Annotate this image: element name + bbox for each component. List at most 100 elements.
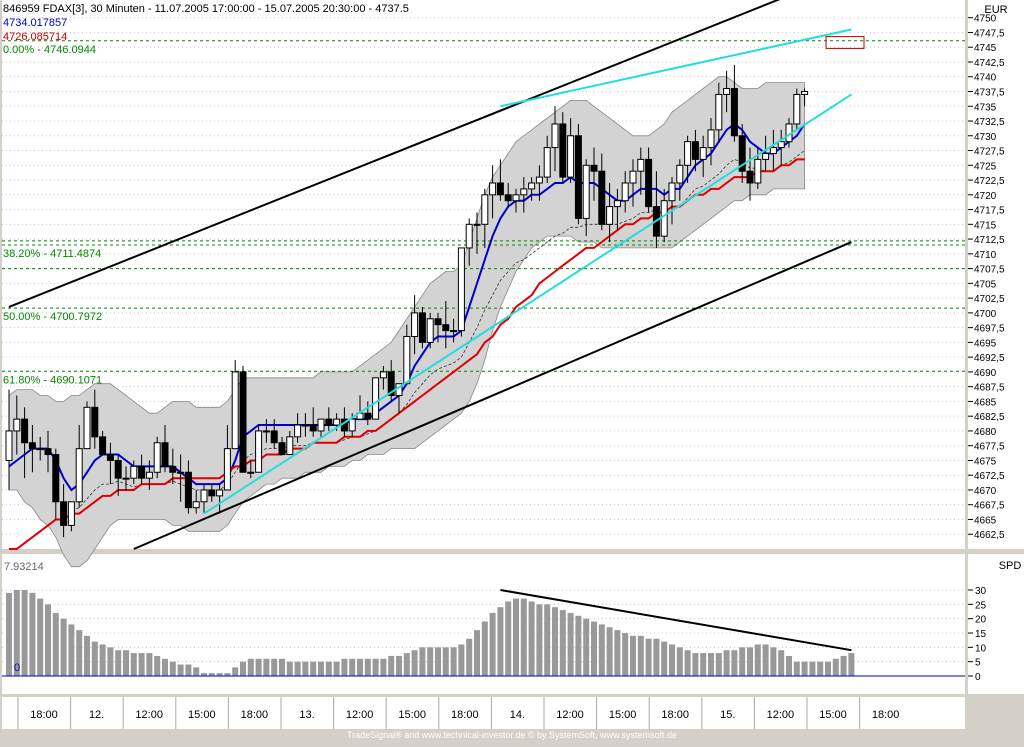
indicator-bar xyxy=(224,673,231,676)
candle-body xyxy=(36,448,44,451)
indicator-bar xyxy=(801,661,808,676)
indicator-bar xyxy=(559,610,566,676)
candle-body xyxy=(574,135,582,219)
candle-body xyxy=(387,371,395,397)
candle-body xyxy=(450,330,458,333)
time-tick-label: 15:00 xyxy=(398,709,426,721)
price-tick-label: 4745 xyxy=(974,43,997,54)
indicator-bar xyxy=(435,647,441,676)
indicator-bar xyxy=(567,612,574,676)
indicator-bar xyxy=(21,590,28,676)
candle-body xyxy=(403,335,411,385)
candle-body xyxy=(535,176,543,184)
indicator-bar xyxy=(661,641,668,676)
indicator-bar xyxy=(520,598,527,676)
indicator-bar xyxy=(692,653,699,676)
indicator-bar xyxy=(809,661,816,676)
time-tick-label: 12. xyxy=(89,709,104,721)
indicator-bar xyxy=(832,658,839,676)
indicator-bar xyxy=(481,621,488,676)
indicator-bar xyxy=(614,630,621,676)
indicator-bar xyxy=(146,653,153,676)
indicator-bar xyxy=(91,641,98,676)
candle-body xyxy=(489,182,497,196)
indicator-bar xyxy=(739,647,746,676)
candle-body xyxy=(629,170,637,184)
candle-body xyxy=(270,430,278,444)
trend-line xyxy=(8,0,781,308)
candle-body xyxy=(52,454,60,503)
indicator-bar xyxy=(653,638,660,676)
candle-body xyxy=(528,182,536,190)
candle-body xyxy=(793,93,801,125)
candle-body xyxy=(668,182,676,202)
price-tick-label: 4725 xyxy=(974,161,997,172)
candle-body xyxy=(106,454,114,461)
candle-body xyxy=(278,442,286,456)
time-tick-label: 12:00 xyxy=(556,709,584,721)
indicator-bar xyxy=(68,624,75,676)
indicator-max-label: 7.93214 xyxy=(4,561,44,573)
indicator-bar xyxy=(669,644,675,676)
candle-body xyxy=(28,442,36,450)
candle-body xyxy=(559,123,567,178)
candle-body xyxy=(707,129,715,149)
time-tick-label: 12:00 xyxy=(346,709,374,721)
indicator-bar xyxy=(341,658,348,676)
indicator-bar xyxy=(474,630,480,676)
indicator-bar xyxy=(247,658,254,676)
indicator-bar xyxy=(427,647,434,676)
candle-body xyxy=(465,223,473,249)
time-tick-label: 18:00 xyxy=(661,709,689,721)
candle-body xyxy=(590,164,598,172)
candle-body xyxy=(223,448,231,491)
price-tick-label: 4732,5 xyxy=(974,117,1005,128)
indicator-bar xyxy=(169,661,176,676)
candle-body xyxy=(582,164,590,219)
indicator-axis-panel xyxy=(968,554,1024,694)
indicator-bar xyxy=(357,658,363,676)
indicator-bar xyxy=(263,658,270,676)
candle-body xyxy=(91,406,99,438)
time-tick-label: 14. xyxy=(510,709,525,721)
indicator-bar xyxy=(310,661,317,676)
indicator-tick-label: 5 xyxy=(975,658,981,669)
indicator-bar xyxy=(302,661,309,676)
time-tick-label: 18:00 xyxy=(451,709,479,721)
candle-body xyxy=(208,489,216,497)
candle-body xyxy=(473,223,481,226)
candle-body xyxy=(411,312,419,337)
price-tick-label: 4665 xyxy=(974,515,997,526)
indicator-bar xyxy=(793,661,800,676)
price-tick-label: 4702,5 xyxy=(974,294,1005,305)
price-tick-label: 4700 xyxy=(974,309,997,320)
candle-body xyxy=(699,147,707,160)
indicator-bar xyxy=(723,650,730,676)
candle-body xyxy=(676,164,684,184)
candle-body xyxy=(684,141,692,166)
indicator-trend-line xyxy=(500,589,852,652)
candle-body xyxy=(247,471,255,474)
indicator-bar xyxy=(708,653,714,676)
price-tick-label: 4727,5 xyxy=(974,147,1005,158)
indicator-bar xyxy=(396,655,402,676)
candle-body xyxy=(5,430,13,461)
target-marker-box xyxy=(825,36,865,49)
candle-body xyxy=(504,194,512,202)
price-tick-label: 4672,5 xyxy=(974,471,1005,482)
price-tick-label: 4750 xyxy=(974,14,997,25)
candle-body xyxy=(169,465,177,473)
indicator-bar xyxy=(325,661,332,676)
indicator-bar xyxy=(13,590,20,676)
indicator-bar xyxy=(458,644,465,676)
candle-body xyxy=(13,418,21,432)
indicator-bar xyxy=(294,661,301,676)
fibonacci-label: 50.00% - 4700.7972 xyxy=(3,311,102,323)
candle-body xyxy=(645,158,653,208)
candle-body xyxy=(83,406,91,450)
indicator-bar xyxy=(286,661,293,676)
indicator-bar xyxy=(372,658,379,676)
candle-body xyxy=(286,436,294,456)
price-tick-label: 4677,5 xyxy=(974,442,1005,453)
time-tick-label: 18:00 xyxy=(241,709,269,721)
